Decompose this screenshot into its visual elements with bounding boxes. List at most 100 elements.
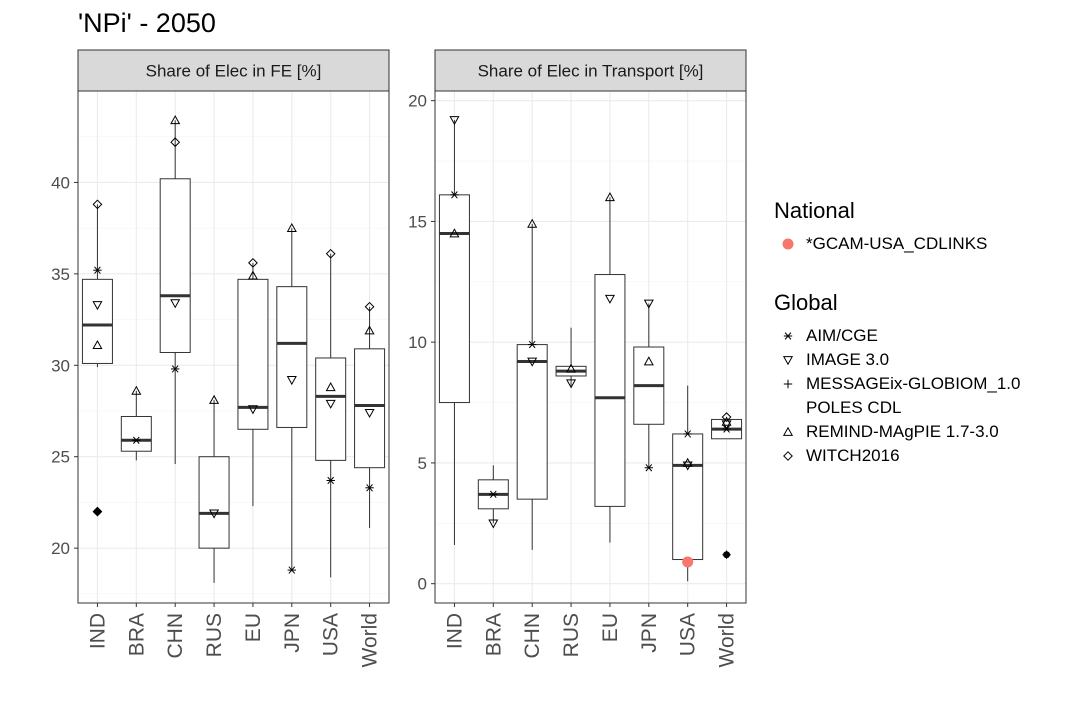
point-aim-cge-ind <box>450 191 459 199</box>
point-image-3-0-rus <box>209 509 220 519</box>
legend-global: Global AIM/CGE IMAGE 3.0 MESSAGEix-GLOBIOM… <box>774 290 1020 468</box>
legend-key <box>782 238 794 250</box>
legend-key <box>783 451 793 461</box>
y-tick-label: 10 <box>408 333 427 352</box>
chart-title: 'NPi' - 2050 <box>78 8 216 38</box>
point-aim-cge-chn <box>170 365 180 373</box>
point-aim-cge-chn <box>527 340 537 349</box>
point-remind-magpie-1-7-3-0-world <box>721 416 732 426</box>
point-witch2016-ind <box>92 199 103 210</box>
point-remind-magpie-1-7-3-0-usa <box>682 457 693 467</box>
box-eu <box>594 197 626 543</box>
box-iqr <box>516 344 548 500</box>
panel-border <box>77 90 390 604</box>
legend-label: *GCAM-USA_CDLINKS <box>806 234 988 253</box>
point-messageix-globiom-1-0-ind <box>93 507 102 516</box>
legend-label: MESSAGEix-GLOBIOM_1.0 <box>806 374 1021 393</box>
legend-global-item-aim-cge: AIM/CGE <box>774 324 878 348</box>
point-aim-cge-usa <box>326 476 335 485</box>
legend-global-item-poles-cdl: POLES CDL <box>774 396 901 420</box>
chart-svg: Share of Elec in FE [%] 20 25 30 35 40 IND BRA C… <box>51 49 747 667</box>
x-tick-label-jpn: JPN <box>638 613 661 653</box>
legend-global-item-messageix-globiom-1-0: MESSAGEix-GLOBIOM_1.0 <box>774 372 1020 396</box>
point-image-3-0-rus <box>566 379 577 389</box>
point-witch2016-usa <box>325 248 336 259</box>
legend-label: REMIND-MAgPIE 1.7-3.0 <box>806 422 999 441</box>
y-tick-label: 5 <box>418 454 427 473</box>
point-aim-cge-ind <box>93 266 102 274</box>
legend-key <box>783 379 793 389</box>
facet-strip <box>77 49 390 92</box>
box-world <box>354 306 386 529</box>
box-iqr <box>354 348 386 469</box>
legend-label: POLES CDL <box>806 398 902 417</box>
plot-background <box>78 91 389 603</box>
legend-global-item-image-3-0: IMAGE 3.0 <box>774 348 889 372</box>
legend-national-item-gcam-usa-cdlinks: *GCAM-USA_CDLINKS <box>774 232 987 256</box>
triangle-down-icon <box>782 356 794 366</box>
x-tick-label-world: World <box>359 613 382 667</box>
point-remind-magpie-1-7-3-0-usa <box>325 381 336 392</box>
point-remind-magpie-1-7-3-0-world <box>364 325 375 335</box>
y-tick-label: 15 <box>408 212 427 231</box>
facet-panel-1: Share of Elec in FE [%] 20 25 30 35 40 IND BRA C… <box>51 49 390 667</box>
legend-label: AIM/CGE <box>806 326 878 345</box>
x-tick-label-rus: RUS <box>203 613 226 657</box>
legend-key <box>782 426 794 436</box>
point-remind-magpie-1-7-3-0-eu <box>247 270 258 280</box>
x-tick-label-ind: IND <box>443 613 466 649</box>
point-image-3-0-jpn <box>643 299 654 309</box>
box-iqr <box>594 274 626 507</box>
point-remind-magpie-1-7-3-0-rus <box>209 394 220 404</box>
x-tick-label-bra: BRA <box>482 613 505 656</box>
point-witch2016-world <box>721 412 732 422</box>
facet-title: Share of Elec in FE [%] <box>146 62 322 81</box>
box-iqr <box>81 278 113 364</box>
point-aim-cge-jpn <box>644 464 654 472</box>
point-witch2016-chn <box>170 137 181 148</box>
point-image-3-0-ind <box>449 116 460 126</box>
point-remind-magpie-1-7-3-0-chn <box>527 218 538 228</box>
point-remind-magpie-1-7-3-0-ind <box>449 228 460 238</box>
facet-panel-2: Share of Elec in Transport [%] 0 5 10 15 20 IN… <box>408 49 747 667</box>
box-jpn <box>276 228 308 571</box>
box-iqr <box>315 357 347 461</box>
point-image-3-0-jpn <box>286 376 297 386</box>
diamond-icon <box>783 451 793 461</box>
point-image-3-0-usa <box>682 461 693 471</box>
facet-title: Share of Elec in Transport [%] <box>478 62 704 81</box>
point-aim-cge-bra <box>489 490 498 499</box>
x-tick-label-rus: RUS <box>560 613 583 657</box>
legend-global-item-remind-magpie-1-7-3-0: REMIND-MAgPIE 1.7-3.0 <box>774 420 999 444</box>
box-rus <box>198 400 230 583</box>
point-witch2016-world <box>364 301 375 312</box>
x-tick-label-usa: USA <box>320 613 343 656</box>
y-tick-label: 35 <box>51 265 70 284</box>
x-tick-label-eu: EU <box>242 613 265 642</box>
box-chn <box>159 120 191 465</box>
point-image-3-0-chn <box>527 357 538 367</box>
y-tick-label: 20 <box>51 539 70 558</box>
box-iqr <box>276 286 308 428</box>
legend-label: IMAGE 3.0 <box>806 350 890 369</box>
x-tick-label-usa: USA <box>677 613 700 656</box>
point-image-3-0-eu <box>604 294 615 304</box>
y-tick-label: 0 <box>418 575 427 594</box>
x-tick-label-bra: BRA <box>125 613 148 656</box>
point-aim-cge-world <box>365 484 374 492</box>
legend-key <box>783 332 793 340</box>
blank-icon <box>778 398 798 418</box>
legend-key <box>782 356 794 366</box>
point-image-3-0-usa <box>325 399 336 409</box>
point-aim-cge-usa <box>683 430 692 438</box>
point-gcam-usa-cdlinks-usa <box>682 556 694 568</box>
point-aim-cge-jpn <box>287 566 297 574</box>
box-iqr <box>198 456 230 549</box>
legend-global-item-witch2016: WITCH2016 <box>774 444 900 468</box>
x-tick-label-eu: EU <box>599 613 622 642</box>
legend-label: WITCH2016 <box>806 446 900 465</box>
box-chn <box>516 223 548 550</box>
y-tick-label: 40 <box>51 173 70 192</box>
box-jpn <box>633 303 665 468</box>
y-tick-label: 20 <box>408 92 427 111</box>
